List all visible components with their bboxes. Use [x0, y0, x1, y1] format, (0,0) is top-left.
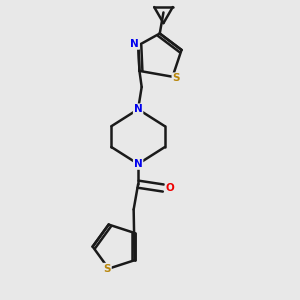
Text: N: N [134, 159, 142, 169]
Text: S: S [103, 264, 111, 274]
Text: N: N [134, 104, 142, 114]
Text: N: N [130, 39, 139, 49]
Text: O: O [166, 183, 174, 193]
Text: S: S [172, 73, 180, 83]
